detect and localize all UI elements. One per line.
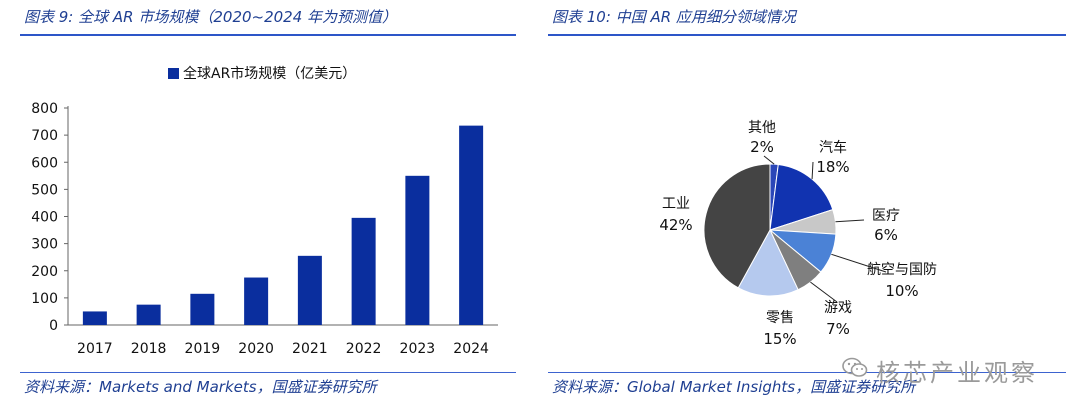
x-tick-label: 2021 <box>292 341 328 357</box>
left-chart-title: 图表 9: 全球 AR 市场规模（2020~2024 年为预测值） <box>24 8 398 26</box>
x-tick-label: 2023 <box>400 341 436 357</box>
slice-label: 其他 <box>748 120 776 136</box>
y-tick-label: 200 <box>31 264 58 280</box>
x-tick-label: 2017 <box>77 341 113 357</box>
slice-percent: 6% <box>874 226 898 244</box>
left-title-rule <box>20 34 516 36</box>
slice-label: 医疗 <box>872 208 900 224</box>
bar-chart: 全球AR市场规模（亿美元） 0 100 200 300 400 500 600 700 800 20… <box>31 65 498 357</box>
bar <box>297 255 322 325</box>
watermark: 核芯产业观察 <box>842 353 1052 387</box>
slice-percent: 2% <box>750 138 774 156</box>
right-source-rule <box>548 372 1066 373</box>
slice-label: 零售 <box>766 310 794 326</box>
watermark-text: 核芯产业观察 <box>876 359 1038 387</box>
y-tick-label: 300 <box>31 237 58 253</box>
right-chart-title: 图表 10: 中国 AR 应用细分领域情况 <box>552 8 796 26</box>
x-tick-label: 2022 <box>346 341 382 357</box>
pie-chart: 其他 2% 汽车 18% 医疗 6% 航空与国防 10% 游戏 7% 零售 15% 工业 42% <box>659 120 937 348</box>
y-tick-label: 100 <box>31 291 58 307</box>
leader-line <box>810 281 838 303</box>
left-source-note: 资料来源：Markets and Markets，国盛证券研究所 <box>24 378 377 396</box>
x-tick-label: 2018 <box>131 341 167 357</box>
x-tick-label: 2024 <box>453 341 489 357</box>
leader-line <box>831 253 887 273</box>
slice-label: 航空与国防 <box>867 262 937 278</box>
y-tick-label: 0 <box>49 318 58 334</box>
wechat-icon <box>842 357 868 377</box>
y-tick-label: 500 <box>31 182 58 198</box>
bar <box>405 175 430 325</box>
leader-line <box>811 161 814 180</box>
y-tick-label: 600 <box>31 155 58 171</box>
slice-percent: 10% <box>885 282 918 300</box>
slice-percent: 18% <box>816 158 849 176</box>
y-tick-label: 700 <box>31 128 58 144</box>
x-tick-label: 2019 <box>185 341 221 357</box>
pie-slice <box>737 228 799 297</box>
bar <box>244 277 269 325</box>
legend-swatch <box>168 68 179 79</box>
right-source-note: 资料来源：Global Market Insights，国盛证券研究所 <box>552 378 916 396</box>
slice-percent: 42% <box>659 216 692 234</box>
pie-slice <box>703 163 771 289</box>
bar <box>82 311 107 325</box>
slice-label: 汽车 <box>819 139 847 156</box>
leader-line <box>835 219 865 223</box>
bar <box>351 217 376 325</box>
x-tick-label: 2020 <box>238 341 274 357</box>
y-tick-label: 800 <box>31 101 58 117</box>
slice-percent: 15% <box>763 330 796 348</box>
bar <box>136 304 161 325</box>
bar <box>459 125 484 325</box>
left-source-rule <box>20 372 516 373</box>
legend-label: 全球AR市场规模（亿美元） <box>183 65 356 82</box>
slice-percent: 7% <box>826 320 850 338</box>
y-tick-label: 400 <box>31 210 58 226</box>
slice-label: 游戏 <box>824 300 852 316</box>
leader-line <box>763 155 775 165</box>
right-title-rule <box>548 34 1066 36</box>
bar <box>190 293 215 325</box>
slice-label: 工业 <box>662 196 690 212</box>
